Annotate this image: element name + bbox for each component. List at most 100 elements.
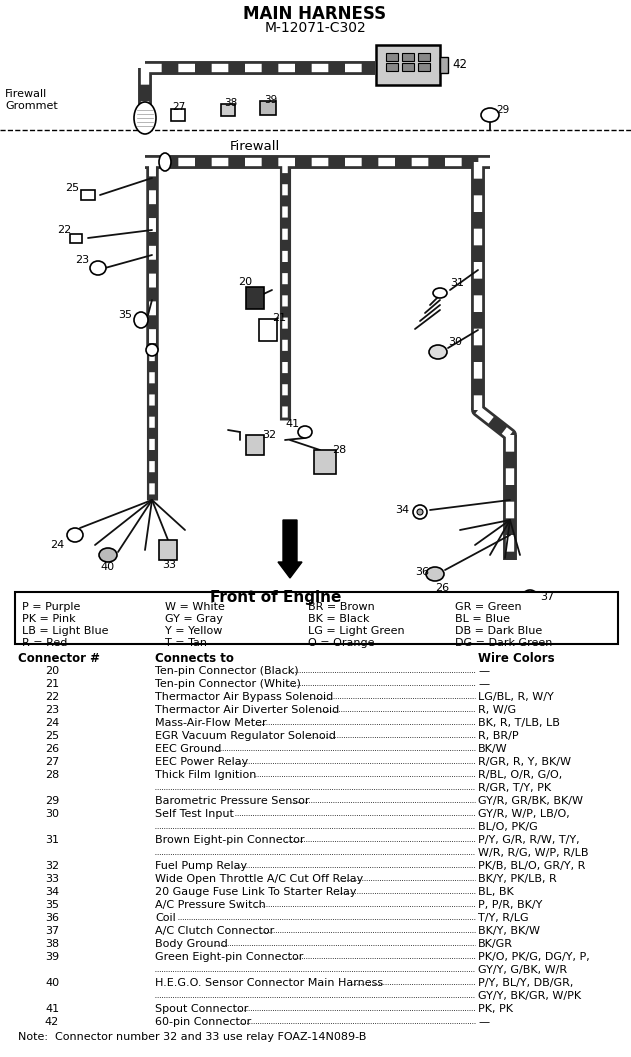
Text: GY/Y, BK/GR, W/PK: GY/Y, BK/GR, W/PK bbox=[478, 991, 581, 1001]
Text: Coil: Coil bbox=[155, 913, 176, 923]
Text: Self Test Input: Self Test Input bbox=[155, 809, 234, 819]
Ellipse shape bbox=[426, 567, 444, 581]
Ellipse shape bbox=[521, 590, 539, 610]
Text: 36: 36 bbox=[45, 913, 59, 923]
Text: 38: 38 bbox=[224, 98, 237, 108]
Text: BK/GR: BK/GR bbox=[478, 939, 513, 949]
Text: R/BL, O/R, G/O,: R/BL, O/R, G/O, bbox=[478, 769, 562, 780]
Ellipse shape bbox=[433, 288, 447, 298]
Text: Firewall: Firewall bbox=[230, 140, 280, 153]
Text: H.E.G.O. Sensor Connector Main Harness: H.E.G.O. Sensor Connector Main Harness bbox=[155, 978, 383, 988]
Bar bbox=[418, 63, 430, 71]
Bar bbox=[260, 101, 276, 115]
Text: LB = Light Blue: LB = Light Blue bbox=[22, 626, 109, 636]
Text: 39: 39 bbox=[45, 952, 59, 962]
Text: PK, PK: PK, PK bbox=[478, 1004, 513, 1014]
Bar bbox=[246, 288, 264, 309]
Text: BK/Y, PK/LB, R: BK/Y, PK/LB, R bbox=[478, 874, 557, 884]
Text: Thick Film Ignition: Thick Film Ignition bbox=[155, 769, 256, 780]
Text: 21: 21 bbox=[45, 679, 59, 689]
Bar bbox=[15, 592, 618, 644]
Text: W = White: W = White bbox=[165, 602, 225, 612]
Text: 30: 30 bbox=[45, 809, 59, 819]
Ellipse shape bbox=[99, 548, 117, 562]
Text: 28: 28 bbox=[45, 769, 59, 780]
Text: PK = Pink: PK = Pink bbox=[22, 614, 76, 624]
Text: GY/R, W/P, LB/O,: GY/R, W/P, LB/O, bbox=[478, 809, 570, 819]
Text: 38: 38 bbox=[45, 939, 59, 949]
Ellipse shape bbox=[298, 426, 312, 438]
Ellipse shape bbox=[90, 261, 106, 275]
Text: 23: 23 bbox=[75, 255, 89, 265]
Text: 22: 22 bbox=[45, 692, 59, 702]
Text: A/C Pressure Switch: A/C Pressure Switch bbox=[155, 900, 266, 910]
Ellipse shape bbox=[146, 344, 158, 356]
Ellipse shape bbox=[134, 101, 156, 134]
Text: 33: 33 bbox=[45, 874, 59, 884]
Text: Thermactor Air Diverter Solenoid: Thermactor Air Diverter Solenoid bbox=[155, 705, 339, 715]
Text: W/R, R/G, W/P, R/LB: W/R, R/G, W/P, R/LB bbox=[478, 848, 589, 858]
Text: BL/O, PK/G: BL/O, PK/G bbox=[478, 822, 538, 832]
Text: 29: 29 bbox=[45, 796, 59, 806]
Text: Connects to: Connects to bbox=[155, 652, 234, 665]
Text: 60-pin Connector: 60-pin Connector bbox=[155, 1017, 251, 1027]
Text: 42: 42 bbox=[452, 58, 467, 72]
Text: 27: 27 bbox=[45, 757, 59, 767]
Text: 20: 20 bbox=[45, 666, 59, 676]
Text: Connector #: Connector # bbox=[18, 652, 100, 665]
Bar bbox=[386, 53, 398, 61]
Text: Ten-pin Connector (White): Ten-pin Connector (White) bbox=[155, 679, 301, 689]
Text: 34: 34 bbox=[45, 887, 59, 897]
Circle shape bbox=[417, 509, 423, 515]
Text: 40: 40 bbox=[45, 978, 59, 988]
Text: Body Ground: Body Ground bbox=[155, 939, 228, 949]
Text: 21: 21 bbox=[272, 313, 286, 323]
Text: 25: 25 bbox=[65, 183, 79, 193]
Text: DB = Dark Blue: DB = Dark Blue bbox=[455, 626, 542, 636]
Text: BK = Black: BK = Black bbox=[308, 614, 370, 624]
Ellipse shape bbox=[67, 528, 83, 542]
Text: Mass-Air-Flow Meter: Mass-Air-Flow Meter bbox=[155, 718, 267, 728]
Text: PK/O, PK/G, DG/Y, P,: PK/O, PK/G, DG/Y, P, bbox=[478, 952, 590, 962]
Text: 34: 34 bbox=[395, 505, 409, 515]
Text: P/Y, G/R, R/W, T/Y,: P/Y, G/R, R/W, T/Y, bbox=[478, 835, 580, 845]
Text: BK, R, T/LB, LB: BK, R, T/LB, LB bbox=[478, 718, 560, 728]
Text: 36: 36 bbox=[415, 567, 429, 577]
Text: R/GR, T/Y, PK: R/GR, T/Y, PK bbox=[478, 783, 551, 793]
Bar bbox=[440, 57, 448, 73]
Text: 23: 23 bbox=[45, 705, 59, 715]
Text: 42: 42 bbox=[45, 1017, 59, 1027]
Text: BR = Brown: BR = Brown bbox=[308, 602, 375, 612]
Text: T = Tan: T = Tan bbox=[165, 638, 207, 648]
Text: 37: 37 bbox=[540, 592, 554, 602]
Text: 26: 26 bbox=[435, 583, 449, 593]
Text: Front of Engine: Front of Engine bbox=[210, 590, 341, 605]
Text: A/C Clutch Connector: A/C Clutch Connector bbox=[155, 926, 274, 937]
Text: Ten-pin Connector (Black): Ten-pin Connector (Black) bbox=[155, 666, 298, 676]
Text: BL, BK: BL, BK bbox=[478, 887, 514, 897]
Ellipse shape bbox=[134, 312, 148, 328]
Text: GY/R, GR/BK, BK/W: GY/R, GR/BK, BK/W bbox=[478, 796, 583, 806]
Text: GY/Y, G/BK, W/R: GY/Y, G/BK, W/R bbox=[478, 965, 567, 975]
Text: 33: 33 bbox=[162, 560, 176, 570]
Text: EEC Ground: EEC Ground bbox=[155, 744, 221, 754]
Text: R, W/G: R, W/G bbox=[478, 705, 516, 715]
Text: BK/Y, BK/W: BK/Y, BK/W bbox=[478, 926, 540, 937]
Text: Barometric Pressure Sensor: Barometric Pressure Sensor bbox=[155, 796, 309, 806]
Text: 26: 26 bbox=[45, 744, 59, 754]
Text: 24: 24 bbox=[45, 718, 59, 728]
Text: 20: 20 bbox=[238, 277, 252, 288]
Text: PK/B, BL/O, GR/Y, R: PK/B, BL/O, GR/Y, R bbox=[478, 861, 586, 871]
Bar bbox=[402, 53, 414, 61]
Text: 35: 35 bbox=[118, 310, 132, 320]
Text: BK/W: BK/W bbox=[478, 744, 507, 754]
Text: EGR Vacuum Regulator Solenoid: EGR Vacuum Regulator Solenoid bbox=[155, 731, 336, 741]
Text: 39: 39 bbox=[264, 95, 277, 105]
Text: LG/BL, R, W/Y: LG/BL, R, W/Y bbox=[478, 692, 554, 702]
Text: O = Orange: O = Orange bbox=[308, 638, 375, 648]
Text: Brown Eight-pin Connector: Brown Eight-pin Connector bbox=[155, 835, 305, 845]
Text: LG = Light Green: LG = Light Green bbox=[308, 626, 404, 636]
Ellipse shape bbox=[159, 153, 171, 171]
Bar bbox=[246, 435, 264, 455]
Text: GR = Green: GR = Green bbox=[455, 602, 522, 612]
